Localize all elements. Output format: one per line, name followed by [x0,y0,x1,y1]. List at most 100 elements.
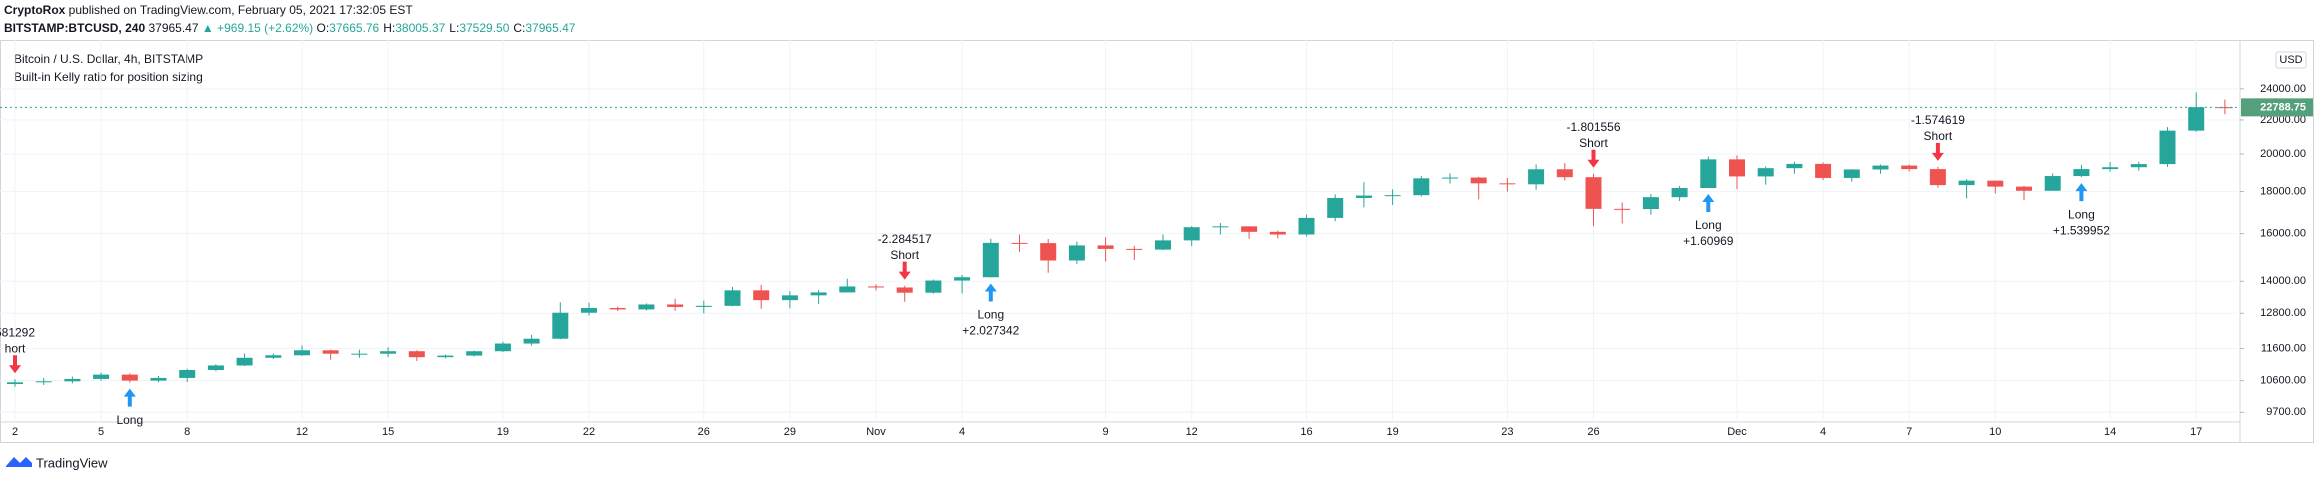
x-tick-label: 9 [1103,426,1109,438]
candle-body [1987,180,2004,187]
currency-box [2275,51,2307,69]
y-tick-label: 9700.00 [2266,406,2306,418]
ohlc-label: L: [449,21,460,35]
candle-body [1872,165,1889,170]
candle-body [954,277,971,281]
ohlc-label: H: [383,21,396,35]
candle-body [1729,159,1745,177]
x-tick-label: 2 [12,426,18,438]
candle-body [925,280,942,293]
signal-label: +2.027342 [962,324,1019,338]
signal-arrow [1931,142,1944,161]
y-tick-label: 12800.00 [2260,307,2306,319]
y-tick-label: 14000.00 [2260,275,2306,287]
signal-arrow [1702,194,1715,213]
candle-body [64,378,81,382]
candle-body [121,374,138,381]
candle-body [380,351,397,354]
x-tick-label: 17 [2190,426,2202,438]
candle-body [1413,178,1430,196]
candle-body [552,312,569,339]
y-tick-label: 16000.00 [2260,228,2306,240]
candle-body [1126,248,1143,250]
x-tick-label: 26 [1587,426,1599,438]
candle-body [1097,245,1114,249]
candle-body [1011,242,1028,244]
candle-body [781,295,798,301]
candle-body [437,355,454,358]
candle-body [2159,130,2176,165]
candle-body [1614,208,1631,210]
signal-arrow [984,283,997,302]
x-tick-label: 16 [1300,426,1312,438]
candle-body [1155,240,1171,250]
x-tick-label: 4 [1820,426,1826,438]
y-tick-label: 22000.00 [2260,114,2306,126]
signal-arrow [1587,149,1600,168]
x-tick-label: 10 [1989,426,2001,438]
x-tick-label: 7 [1906,426,1912,438]
candle-body [1384,195,1401,197]
candle-body [982,242,999,278]
candle-body [695,305,712,307]
y-tick-label: 20000.00 [2260,148,2306,160]
author: CryptoRox [4,3,66,17]
x-tick-label: 14 [2104,426,2116,438]
candle-body [1929,169,1946,186]
candle-body [724,290,741,306]
signal-label: +1.539952 [2053,223,2110,237]
ohlc-label: O: [316,21,330,35]
candle-body [2102,167,2119,170]
candle-body [236,357,253,366]
candle-body [1040,243,1057,261]
header-line: CryptoRox published on TradingView.com, … [4,3,413,17]
candle-body [2044,176,2061,191]
candle-body [868,286,884,288]
x-tick-label: 8 [184,426,190,438]
header-line: BITSTAMP:BTCUSD, 240 37965.47 ▲ +969.15 … [4,21,579,35]
chart-title: Bitcoin / U.S. Dollar, 4h, BITSTAMP [14,52,203,66]
x-tick-label: 4 [959,426,965,438]
candle-body [1786,163,1803,169]
last-price-box [2241,98,2313,117]
candle-body [1442,177,1458,179]
x-tick-label: 19 [497,426,509,438]
candle-body [667,304,684,307]
candle-body [1183,227,1200,241]
candle-body [494,343,511,352]
candle-body [179,370,196,378]
grid [0,40,2240,422]
logo: TradingView [6,455,108,470]
candle-body [7,382,23,385]
candle-body [609,308,626,310]
candle-body [1585,177,1602,209]
signal-arrow [2075,183,2088,202]
candle-body [150,377,167,381]
signal-label: Long [116,413,143,427]
candle-body [1241,226,1258,232]
ohlc-value: 37529.50 [459,21,510,35]
ohlc-value: 37665.76 [329,21,380,35]
candle-body [581,308,597,313]
candle-body [207,365,224,371]
candle-body [1327,197,1344,218]
candle-body [1556,169,1573,178]
candle-body [2016,186,2032,191]
candle-body [1212,226,1229,228]
candle-body [753,290,770,301]
ohlc-value: 38005.37 [395,21,446,35]
signal-label: Long [1695,218,1722,232]
ohlc-value: 37965.47 [525,21,576,35]
signal-label: -1.574619 [1911,113,1965,127]
symbol: BITSTAMP:BTCUSD, 240 [4,21,146,35]
candle-body [1470,177,1487,184]
candle-body [638,304,655,310]
signal-label: hort [5,341,26,355]
y-tick-label: 10600.00 [2260,375,2306,387]
candle-body [2130,164,2147,168]
candle-body [2216,107,2233,109]
candle-body [1901,165,1918,170]
x-tick-label: 29 [784,426,796,438]
